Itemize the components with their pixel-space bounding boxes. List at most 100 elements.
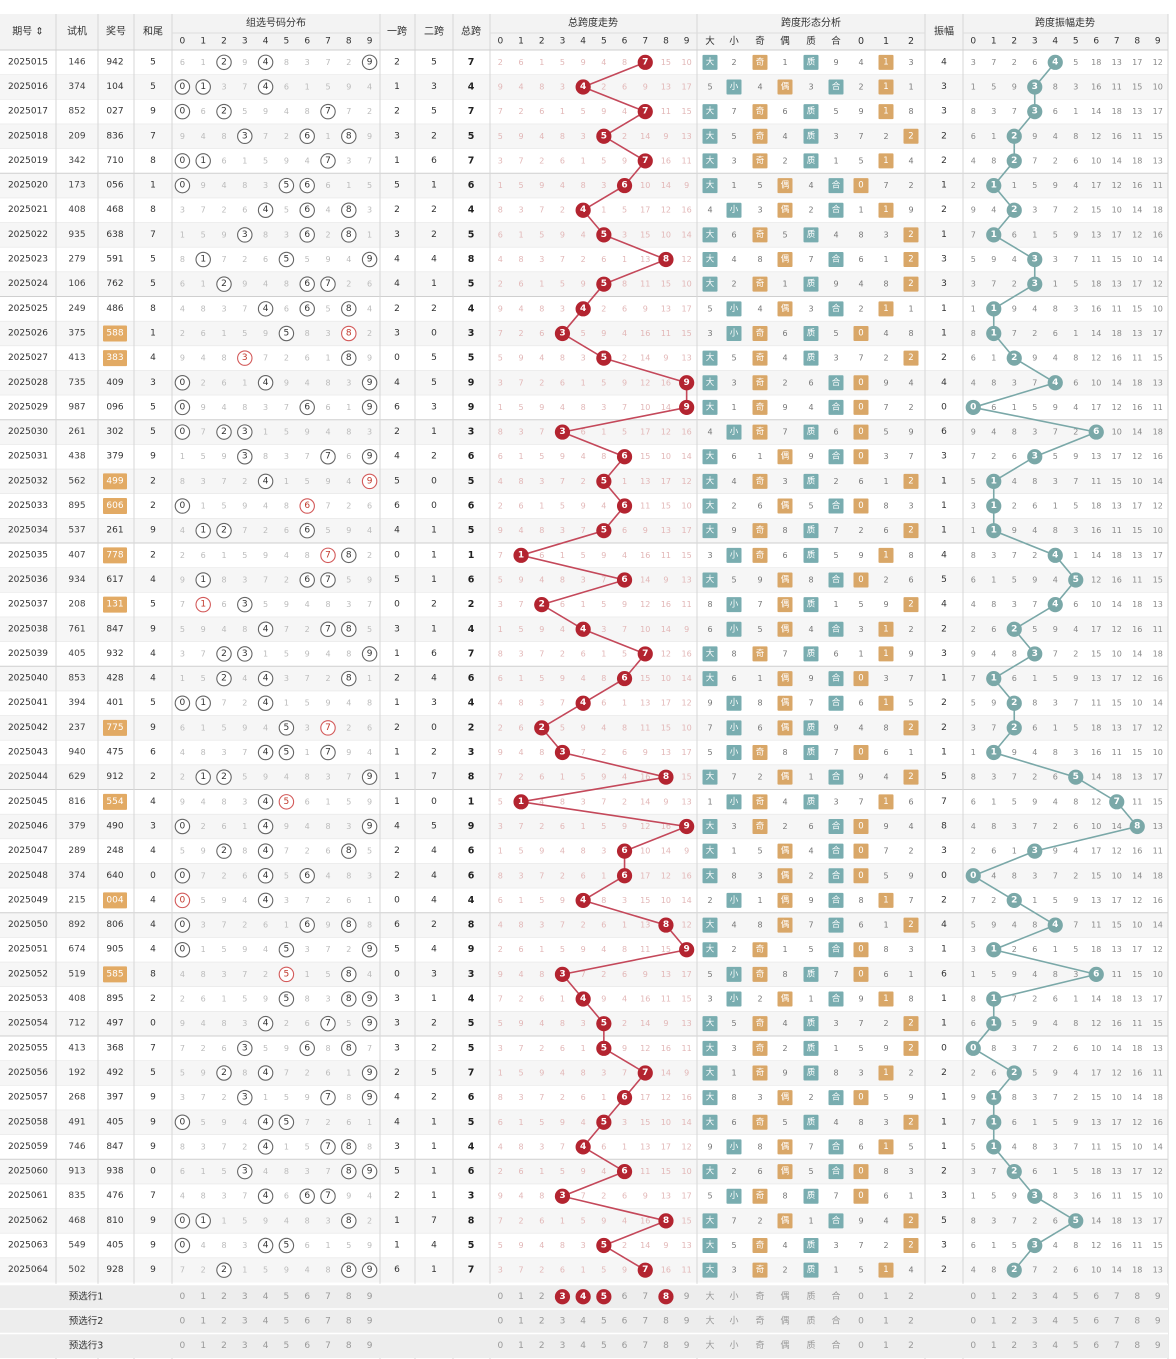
total-span-cell: 3 (468, 969, 475, 980)
trend-miss: 12 (640, 600, 650, 609)
form-miss: 4 (782, 1241, 787, 1250)
amp-ball-label: 6 (1093, 427, 1099, 437)
test-cell: 491 (68, 1117, 85, 1127)
form-col-header: 小 (729, 36, 739, 47)
amp-miss: 6 (1073, 1266, 1078, 1275)
trend-ball (637, 1065, 653, 1081)
amp-miss: 18 (1132, 1044, 1142, 1053)
trend-miss: 14 (661, 847, 671, 856)
trend-miss: 8 (581, 1068, 586, 1077)
amp-miss: 3 (971, 502, 976, 511)
trend-miss: 4 (519, 304, 524, 313)
trend-miss: 6 (539, 329, 544, 338)
form-mark-label: 2 (908, 526, 913, 536)
trend-miss: 12 (682, 1142, 692, 1151)
trend-miss: 7 (539, 1093, 544, 1102)
dist-digit: 7 (325, 748, 331, 758)
amp-miss: 1 (971, 82, 976, 91)
trend-miss: 9 (519, 132, 524, 141)
form-miss: 6 (707, 625, 712, 634)
trend-miss: 5 (622, 428, 627, 437)
form-miss: 2 (908, 847, 913, 856)
form-mark (828, 252, 844, 268)
dist-miss: 8 (242, 625, 247, 634)
dist-miss: 5 (221, 1167, 226, 1176)
trend-ball-label: 5 (601, 526, 607, 536)
amp-miss: 3 (1032, 206, 1037, 215)
trend-miss: 9 (622, 378, 627, 387)
trend-miss: 4 (498, 255, 503, 264)
amp-miss: 6 (1012, 230, 1017, 239)
amp-miss: 11 (1091, 699, 1101, 708)
amp-miss: 18 (1112, 773, 1122, 782)
form-mark-label: 0 (858, 871, 863, 881)
span2-cell: 4 (431, 871, 437, 881)
form-miss: 4 (782, 797, 787, 806)
prize-cell: 490 (106, 821, 123, 831)
amp-miss: 5 (1012, 797, 1017, 806)
dist-digit: 9 (367, 821, 373, 831)
amp-miss: 10 (1091, 378, 1101, 387)
span2-cell: 5 (431, 1068, 437, 1078)
form-mark (853, 399, 869, 415)
amp-ball-label: 4 (1052, 920, 1058, 930)
dist-miss: 3 (325, 773, 330, 782)
form-miss: 5 (707, 970, 712, 979)
trend-miss: 15 (640, 896, 650, 905)
dist-digit: 9 (367, 1093, 373, 1103)
amp-miss: 18 (1091, 58, 1101, 67)
amp-miss: 5 (971, 699, 976, 708)
amp-ball (1027, 104, 1043, 120)
form-mark-label: 大 (706, 525, 715, 536)
trend-ball-label: 4 (580, 698, 586, 708)
dist-ball (174, 892, 191, 909)
dist-miss: 1 (346, 181, 351, 190)
amp-miss: 5 (1032, 181, 1037, 190)
form-mark-label: 偶 (781, 254, 790, 265)
form-miss: 5 (808, 1167, 813, 1176)
amp-miss: 3 (991, 551, 996, 560)
trend-ball (637, 104, 653, 120)
amp-miss: 7 (971, 230, 976, 239)
trend-miss: 8 (581, 403, 586, 412)
issue-cell: 2025039 (8, 649, 48, 659)
dist-miss: 9 (201, 625, 206, 634)
amp-ball (986, 744, 1002, 761)
dist-miss: 9 (180, 797, 185, 806)
dist-ball (361, 448, 378, 465)
dist-miss: 5 (284, 206, 289, 215)
amp-miss: 10 (1112, 649, 1122, 658)
dist-miss: 5 (346, 797, 351, 806)
form-miss: 7 (858, 797, 863, 806)
dist-digit: 4 (263, 1142, 269, 1152)
dist-miss: 5 (346, 1241, 351, 1250)
form-miss: 4 (908, 156, 913, 165)
amp-ball-label: 0 (970, 871, 976, 881)
dist-digit: 7 (325, 723, 331, 733)
form-miss: 1 (908, 82, 913, 91)
form-mark (702, 104, 718, 120)
trend-miss: 8 (601, 896, 606, 905)
amp-cell: 3 (941, 1241, 947, 1251)
form-mark (752, 54, 768, 70)
amp-miss: 11 (1091, 1142, 1101, 1151)
dist-miss: 8 (201, 970, 206, 979)
form-mark (702, 498, 718, 514)
form-mark (777, 868, 793, 884)
dist-ball (257, 473, 274, 490)
amp-ball (1027, 1188, 1043, 1204)
amp-miss: 18 (1132, 378, 1142, 387)
trend-miss: 13 (682, 575, 692, 584)
test-cell: 407 (68, 550, 85, 560)
test-cell: 374 (68, 82, 85, 92)
trend-ball (596, 1237, 612, 1254)
trend-ball (616, 498, 633, 514)
trend-digit-header: 0 (497, 37, 503, 47)
amp-ball (1006, 202, 1022, 218)
amp-miss: 12 (1091, 132, 1101, 141)
dist-miss: 5 (242, 107, 247, 116)
dist-digit: 1 (200, 698, 206, 708)
prize-cell: 027 (106, 107, 123, 117)
form-mark-label: 大 (706, 1042, 715, 1053)
trend-miss: 3 (601, 625, 606, 634)
